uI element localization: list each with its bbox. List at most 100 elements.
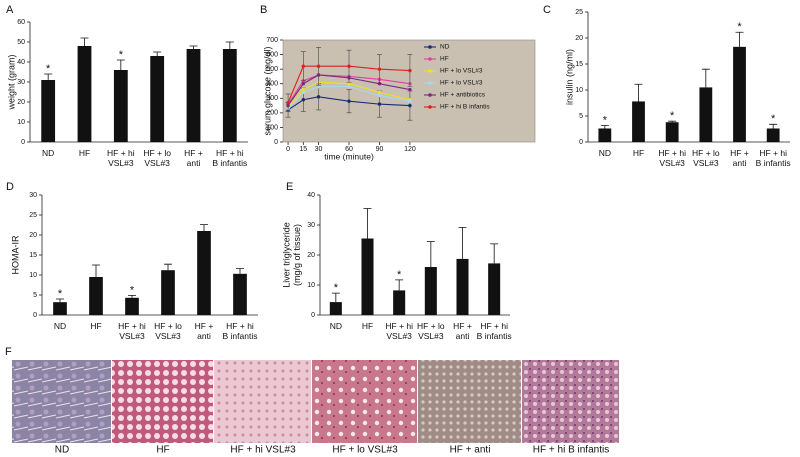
error-bar	[668, 120, 677, 123]
x-tick-label-line: VSL#3	[693, 158, 719, 168]
point	[408, 87, 412, 92]
y-tick-label: 0	[21, 139, 25, 146]
bar	[161, 270, 175, 315]
series-line	[287, 74, 411, 106]
error-bar	[116, 59, 125, 70]
bar	[113, 70, 128, 142]
x-tick-label-line: VSL#3	[386, 331, 412, 341]
point	[316, 84, 321, 89]
y-axis-title: Liver triglyceride(mg/g of tissue)	[282, 222, 302, 288]
x-tick-label-line: B infantis	[212, 158, 247, 168]
y-tick-label: 5	[33, 292, 37, 299]
panel-label: D	[6, 181, 14, 193]
bar	[699, 87, 713, 142]
error-bar	[331, 292, 340, 303]
error-bar	[363, 208, 372, 239]
x-tick-label-line: HF + hi	[759, 148, 787, 158]
error-bar	[189, 45, 198, 49]
image-caption: HF + hi VSL#3	[230, 445, 296, 456]
point	[408, 99, 412, 103]
y-tick-label: 20	[575, 35, 583, 42]
x-tick-label: HF + lo VSL#3	[154, 321, 182, 341]
histology-image	[418, 360, 521, 443]
bar	[329, 302, 342, 315]
error-bar	[426, 241, 435, 267]
point	[347, 82, 351, 86]
x-tick-label: HF + lo VSL#3	[417, 321, 445, 341]
panel-label: E	[286, 181, 293, 193]
significance-marker: *	[119, 49, 124, 61]
x-tick-label: HF + lo VSL#3	[692, 148, 720, 168]
histology-image	[214, 360, 311, 443]
bar	[77, 46, 92, 142]
x-tick-label-line: B infantis	[223, 331, 258, 341]
image-caption: HF + lo VSL#3	[332, 445, 398, 456]
significance-marker: *	[771, 113, 776, 125]
x-tick-label: HF + anti	[453, 321, 472, 341]
y-tick-label: 40	[17, 59, 25, 66]
point	[347, 64, 351, 68]
x-tick-label: HF + anti	[195, 321, 214, 341]
x-tick-label-line: VSL#3	[155, 331, 181, 341]
y-tick-label: 50	[17, 39, 25, 46]
legend-marker	[428, 45, 432, 49]
x-tick-label: ND	[599, 148, 611, 158]
legend-label: HF + lo VSL#3	[440, 68, 483, 75]
point	[408, 68, 412, 73]
bar	[89, 277, 103, 315]
x-tick-label-line: HF + hi	[385, 321, 413, 331]
x-tick-label: HF + hi B infantis	[477, 321, 512, 341]
point	[408, 103, 412, 108]
legend-marker	[428, 69, 432, 73]
x-tick-label: HF + lo VSL#3	[143, 148, 171, 168]
legend-marker	[428, 105, 432, 109]
x-tick-label: HF + hi B infantis	[212, 148, 247, 168]
bar	[41, 80, 56, 142]
bar	[598, 128, 612, 142]
point	[377, 102, 382, 106]
error-bar	[200, 224, 208, 231]
series-line	[287, 81, 411, 108]
error-bar	[701, 68, 710, 88]
series-line	[287, 74, 411, 105]
point	[347, 99, 351, 103]
x-tick-label-line: VSL#3	[108, 158, 134, 168]
bar	[125, 297, 139, 315]
point	[301, 82, 306, 86]
x-tick-label-line: HF + lo	[143, 148, 171, 158]
y-tick-label: 500	[266, 66, 278, 73]
y-axis-title-line: Liver triglyceride	[282, 222, 292, 288]
bar	[632, 101, 645, 142]
image-caption: HF	[156, 445, 169, 456]
point	[301, 64, 306, 68]
point	[377, 90, 382, 95]
significance-marker: *	[58, 288, 63, 300]
x-tick-label-line: HF	[362, 321, 373, 331]
panel-label: B	[260, 4, 267, 16]
y-axis-title: HOMA-IR	[10, 235, 20, 274]
x-tick-label: HF + hi B infantis	[223, 321, 258, 341]
panel-label: F	[5, 346, 12, 358]
x-tick-label: 30	[315, 146, 323, 153]
x-tick-label-line: anti	[197, 331, 211, 341]
bar	[186, 49, 201, 142]
x-tick-label-line: B infantis	[756, 158, 791, 168]
legend-marker	[428, 81, 432, 85]
x-tick-label: 90	[376, 146, 384, 153]
panel-label: C	[543, 4, 551, 16]
y-tick-label: 20	[17, 99, 25, 106]
x-tick-label-line: B infantis	[477, 331, 512, 341]
y-axis-title: weight (gram)	[6, 54, 16, 110]
y-tick-label: 40	[307, 192, 315, 199]
x-tick-label-line: HF + hi	[226, 321, 254, 331]
point	[286, 100, 290, 105]
y-tick-label: 600	[266, 51, 278, 58]
error-bar	[128, 295, 136, 298]
y-tick-label: 60	[17, 19, 25, 26]
x-tick-label: HF	[90, 321, 101, 331]
x-tick-label-line: HF + hi	[658, 148, 686, 158]
x-tick-label: 60	[345, 146, 353, 153]
significance-marker: *	[670, 110, 675, 122]
x-tick-label-line: VSL#3	[659, 158, 685, 168]
bar	[733, 46, 746, 143]
